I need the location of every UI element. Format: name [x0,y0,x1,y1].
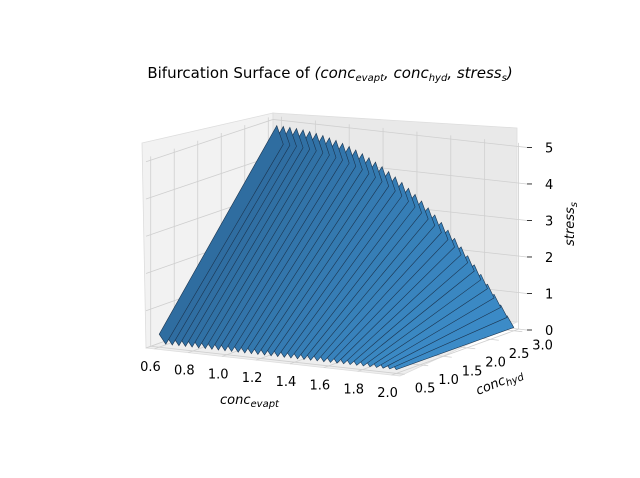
y-tick-label: 2.5 [509,347,530,362]
x-tick-label: 1.6 [309,379,330,394]
y-tick-label: 3.0 [532,339,553,354]
x-tick-label: 0.8 [174,364,195,379]
chart-title: Bifurcation Surface of (concevapt, conch… [147,64,512,84]
x-tick-label: 1.2 [242,371,263,386]
y-tick-label: 1.0 [438,373,459,388]
z-tick-label: 3 [545,214,553,229]
x-tick-label: 2.0 [377,386,398,401]
y-tick-label: 2.0 [485,356,506,371]
z-tick-label: 0 [545,324,553,339]
x-tick-label: 0.6 [140,360,161,375]
z-tick-label: 1 [545,287,553,302]
y-tick-label: 0.5 [415,381,436,396]
surface-strip [158,124,284,345]
surface [158,124,515,370]
z-tick-label: 4 [545,178,553,193]
axis-ticks: 0.6 0.8 1.0 1.2 1.4 1.6 1.8 2.0 0.51.01.52.02.53… [140,141,553,401]
z-axis-label: stresss [563,202,580,246]
y-tick-label: 1.5 [462,364,483,379]
x-tick-label: 1.8 [343,382,364,397]
x-axis-label: concevapt [220,393,280,410]
x-tick-label: 1.0 [208,367,229,382]
z-tick-label: 5 [545,141,553,156]
z-tick-label: 2 [545,251,553,266]
grid-line-z [145,119,528,163]
x-tick-label: 1.4 [276,375,297,390]
